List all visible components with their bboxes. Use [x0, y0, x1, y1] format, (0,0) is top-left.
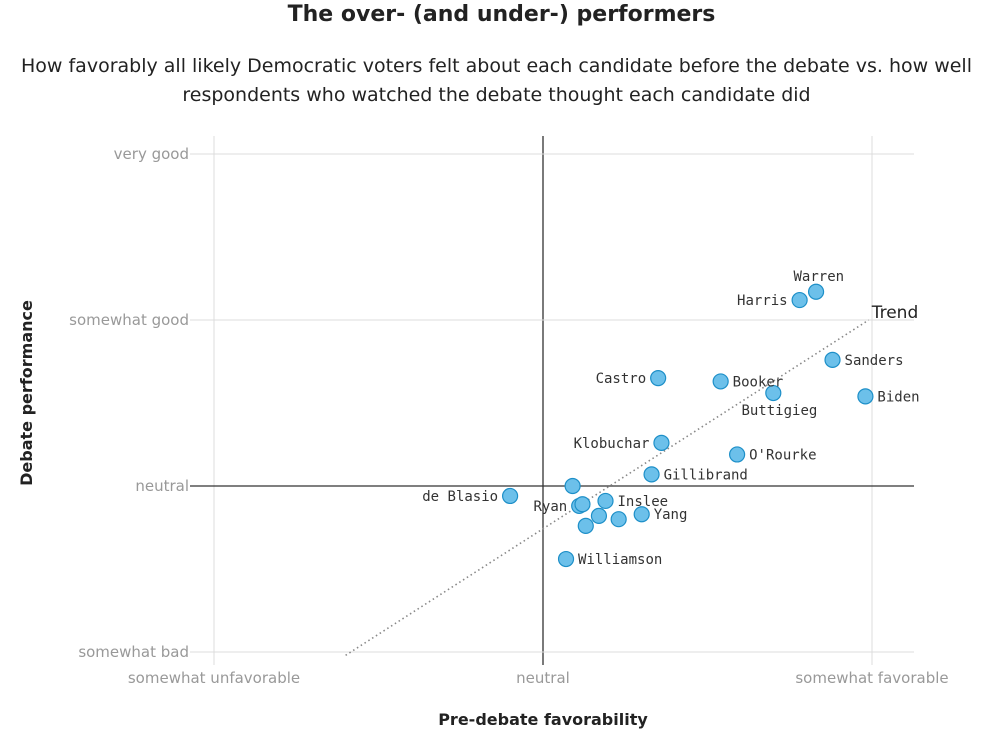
x-axis-title: Pre-debate favorability	[438, 710, 648, 729]
point-label: de Blasio	[422, 489, 498, 505]
y-tick-label: somewhat good	[69, 311, 189, 329]
subtitle-line-2: respondents who watched the debate thoug…	[182, 84, 811, 106]
x-tick-label: somewhat favorable	[795, 669, 948, 687]
data-point-warren	[807, 283, 825, 300]
data-point-o-rourke	[729, 446, 746, 463]
point-label: Ryan	[533, 499, 567, 515]
trend-line	[345, 319, 870, 656]
data-point	[574, 496, 591, 513]
point-label: Sanders	[845, 353, 904, 369]
point-label: Klobuchar	[574, 436, 650, 452]
data-point-inslee	[597, 492, 614, 510]
grid-lines	[190, 136, 914, 665]
data-point	[577, 517, 594, 534]
point-label: Castro	[596, 371, 647, 387]
data-point-harris	[791, 291, 808, 309]
point-label: Harris	[737, 293, 788, 309]
x-tick-label: somewhat unfavorable	[128, 669, 300, 687]
tick-labels: somewhat unfavorable neutral somewhat favo…	[69, 145, 948, 687]
point-label: Inslee	[618, 494, 669, 510]
trend-line-group: Trend	[345, 303, 919, 656]
chart-subtitle: How favorably all likely Democratic vote…	[0, 52, 993, 110]
point-label: Williamson	[578, 552, 662, 568]
trend-label: Trend	[871, 303, 919, 323]
data-point-booker	[712, 373, 729, 390]
point-labels: Warren Harris Sanders Biden Booker Buttigieg C…	[422, 269, 919, 568]
chart-title: The over- (and under-) performers	[287, 2, 716, 27]
data-point	[590, 507, 608, 524]
x-tick-label: neutral	[516, 669, 570, 687]
data-points	[502, 283, 874, 568]
point-label: Booker	[733, 374, 784, 390]
point-label: Biden	[877, 389, 919, 405]
data-point-castro	[650, 370, 667, 387]
data-point-biden	[857, 388, 874, 405]
point-label: Yang	[654, 507, 688, 523]
data-point-williamson	[557, 550, 575, 568]
y-tick-label: somewhat bad	[78, 643, 189, 661]
point-label: O'Rourke	[749, 447, 816, 463]
point-label: Warren	[793, 269, 844, 285]
y-axis-title: Debate performance	[17, 300, 36, 486]
data-point-yang	[633, 506, 650, 523]
data-point	[610, 511, 627, 528]
data-point-buttigieg	[765, 384, 782, 402]
data-point-de-blasio	[502, 487, 519, 505]
y-tick-label: neutral	[135, 477, 189, 495]
data-point-gillibrand	[643, 466, 660, 483]
data-point-klobuchar	[653, 434, 670, 451]
subtitle-line-1: How favorably all likely Democratic vote…	[21, 55, 972, 77]
data-point-sanders	[824, 351, 841, 368]
y-tick-label: very good	[114, 145, 189, 163]
point-label: Gillibrand	[664, 467, 748, 483]
point-label: Buttigieg	[741, 403, 817, 419]
data-point	[564, 477, 581, 495]
